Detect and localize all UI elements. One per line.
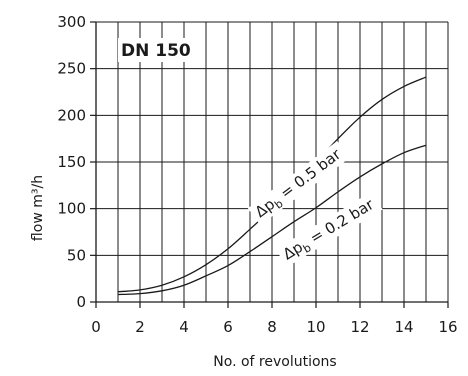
x-axis-label: No. of revolutions xyxy=(213,354,336,370)
y-tick-label: 0 xyxy=(76,293,86,311)
y-tick-label: 250 xyxy=(57,60,86,78)
y-axis-label: flow m³/h xyxy=(30,175,46,241)
x-tick-label: 0 xyxy=(91,318,101,336)
x-tick-label: 12 xyxy=(350,318,369,336)
series-label-text: Δpb = 0.5 bar xyxy=(252,145,347,224)
x-tick-label: 14 xyxy=(394,318,413,336)
x-tick-label: 6 xyxy=(223,318,233,336)
chart-title: DN 150 xyxy=(121,41,191,61)
series-label-background xyxy=(247,141,350,226)
label-value: = 0.5 bar xyxy=(273,145,345,205)
x-tick-label: 2 xyxy=(135,318,145,336)
y-tick-label: 100 xyxy=(57,200,86,218)
x-tick-label: 4 xyxy=(179,318,189,336)
y-tick-label: 50 xyxy=(67,246,86,264)
x-tick-label: 10 xyxy=(306,318,325,336)
x-tick-label: 16 xyxy=(438,318,457,336)
series-label-0-2-bar: Δpb = 0.2 bar xyxy=(275,191,383,268)
y-tick-label: 200 xyxy=(57,106,86,124)
title-box: DN 150 xyxy=(118,38,192,62)
title-background xyxy=(118,38,192,62)
series-label-background xyxy=(275,191,383,268)
series-line-1 xyxy=(117,144,427,296)
series-label-0-5-bar: Δpb = 0.5 bar xyxy=(247,141,350,226)
label-value: = 0.2 bar xyxy=(303,195,378,250)
grid-layer xyxy=(95,21,449,303)
x-tick-label: 8 xyxy=(267,318,277,336)
y-tick-label: 150 xyxy=(57,153,86,171)
y-tick-label: 300 xyxy=(57,13,86,31)
tick-layer: 0 50 100 150 200 250 300 0 2 4 6 8 10 12 14 16 xyxy=(57,13,457,336)
